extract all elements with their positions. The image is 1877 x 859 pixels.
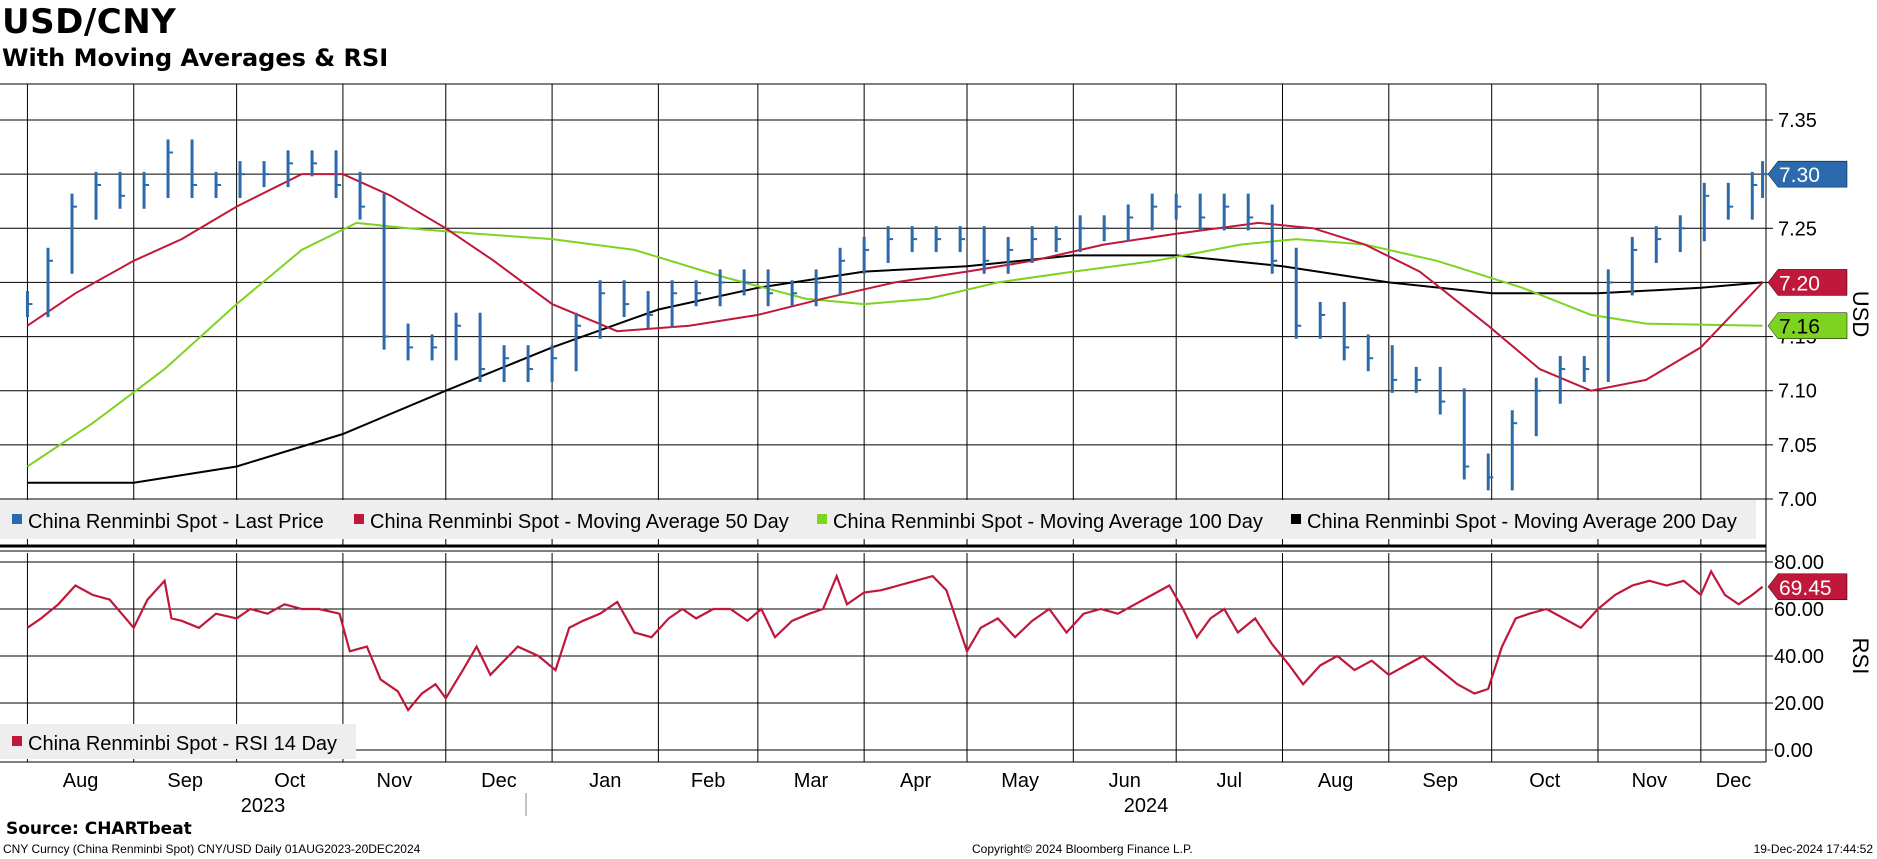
rsi-axis-title: RSI [1848, 638, 1873, 675]
copyright-text: Copyright© 2024 Bloomberg Finance L.P. [972, 842, 1193, 856]
last-price-tag-box [1767, 160, 1848, 188]
rsi-ytick-label: 40.00 [1774, 646, 1824, 668]
source-label: Source: CHARTbeat [6, 819, 192, 839]
ma100-line [26, 221, 1763, 468]
ma50-last-tag: 7.20 [1779, 272, 1820, 295]
price-bars [25, 139, 1768, 491]
x-year-label: 2024 [1124, 795, 1169, 817]
rsi-legend-label: China Renminbi Spot - RSI 14 Day [28, 733, 337, 755]
price-axis-title: USD [1848, 291, 1873, 337]
rsi-ytick-label: 60.00 [1774, 599, 1824, 621]
x-month-label: Aug [63, 770, 99, 792]
x-month-label: Feb [691, 770, 725, 792]
legend-swatch-3 [1291, 514, 1301, 524]
x-month-label: Sep [167, 770, 203, 792]
x-month-label: May [1001, 770, 1039, 792]
rsi-last-tag: 69.45 [1779, 577, 1832, 600]
rsi-line [26, 568, 1764, 712]
chart-subtitle: With Moving Averages & RSI [2, 44, 389, 72]
x-month-label: Jun [1109, 770, 1141, 792]
last-price-tag: 7.30 [1779, 164, 1820, 187]
legend-swatch-1 [354, 514, 364, 524]
legend-swatch-2 [817, 514, 827, 524]
x-month-label: Oct [1529, 770, 1561, 792]
x-year-label: 2023 [241, 795, 286, 817]
rsi-ytick-label: 80.00 [1774, 552, 1824, 574]
x-month-label: Aug [1318, 770, 1354, 792]
legend-swatch-0 [12, 514, 22, 524]
legend-label-0: China Renminbi Spot - Last Price [28, 511, 324, 533]
x-month-label: Jan [589, 770, 621, 792]
ma200-line [27, 254, 1763, 484]
rsi-legend-swatch [12, 736, 22, 746]
price-ytick-label: 7.10 [1778, 381, 1817, 403]
ma100-last-tag: 7.16 [1779, 316, 1820, 339]
rsi-ytick-label: 0.00 [1774, 740, 1813, 762]
rsi-ytick-label: 20.00 [1774, 693, 1824, 715]
price-ytick-label: 7.05 [1778, 435, 1817, 457]
x-month-label: Nov [1632, 770, 1668, 792]
x-month-label: Dec [481, 770, 517, 792]
x-month-label: Jul [1217, 770, 1243, 792]
legend-label-1: China Renminbi Spot - Moving Average 50 … [370, 511, 789, 533]
rsi-last-tag-box [1767, 573, 1848, 601]
price-ytick-label: 7.25 [1778, 218, 1817, 240]
legend-label-2: China Renminbi Spot - Moving Average 100… [833, 511, 1263, 533]
price-ytick-label: 7.35 [1778, 110, 1817, 132]
chart-title: USD/CNY [2, 2, 177, 42]
x-month-label: Apr [900, 770, 931, 792]
ma100-last-tag-box [1767, 312, 1848, 339]
x-month-label: Mar [794, 770, 829, 792]
ticker-description: CNY Curncy (China Renminbi Spot) CNY/USD… [3, 842, 421, 856]
x-month-label: Nov [377, 770, 413, 792]
rsi-legend-bg [0, 724, 356, 759]
timestamp-text: 19-Dec-2024 17:44:52 [1753, 842, 1873, 856]
legend-label-3: China Renminbi Spot - Moving Average 200… [1307, 511, 1737, 533]
x-month-label: Oct [274, 770, 306, 792]
price-legend-bg [0, 500, 1756, 539]
ma50-line [26, 173, 1764, 392]
x-month-label: Sep [1422, 770, 1458, 792]
ma50-last-tag-box [1767, 269, 1848, 296]
x-month-label: Dec [1716, 770, 1752, 792]
price-ytick-label: 7.00 [1778, 489, 1817, 511]
